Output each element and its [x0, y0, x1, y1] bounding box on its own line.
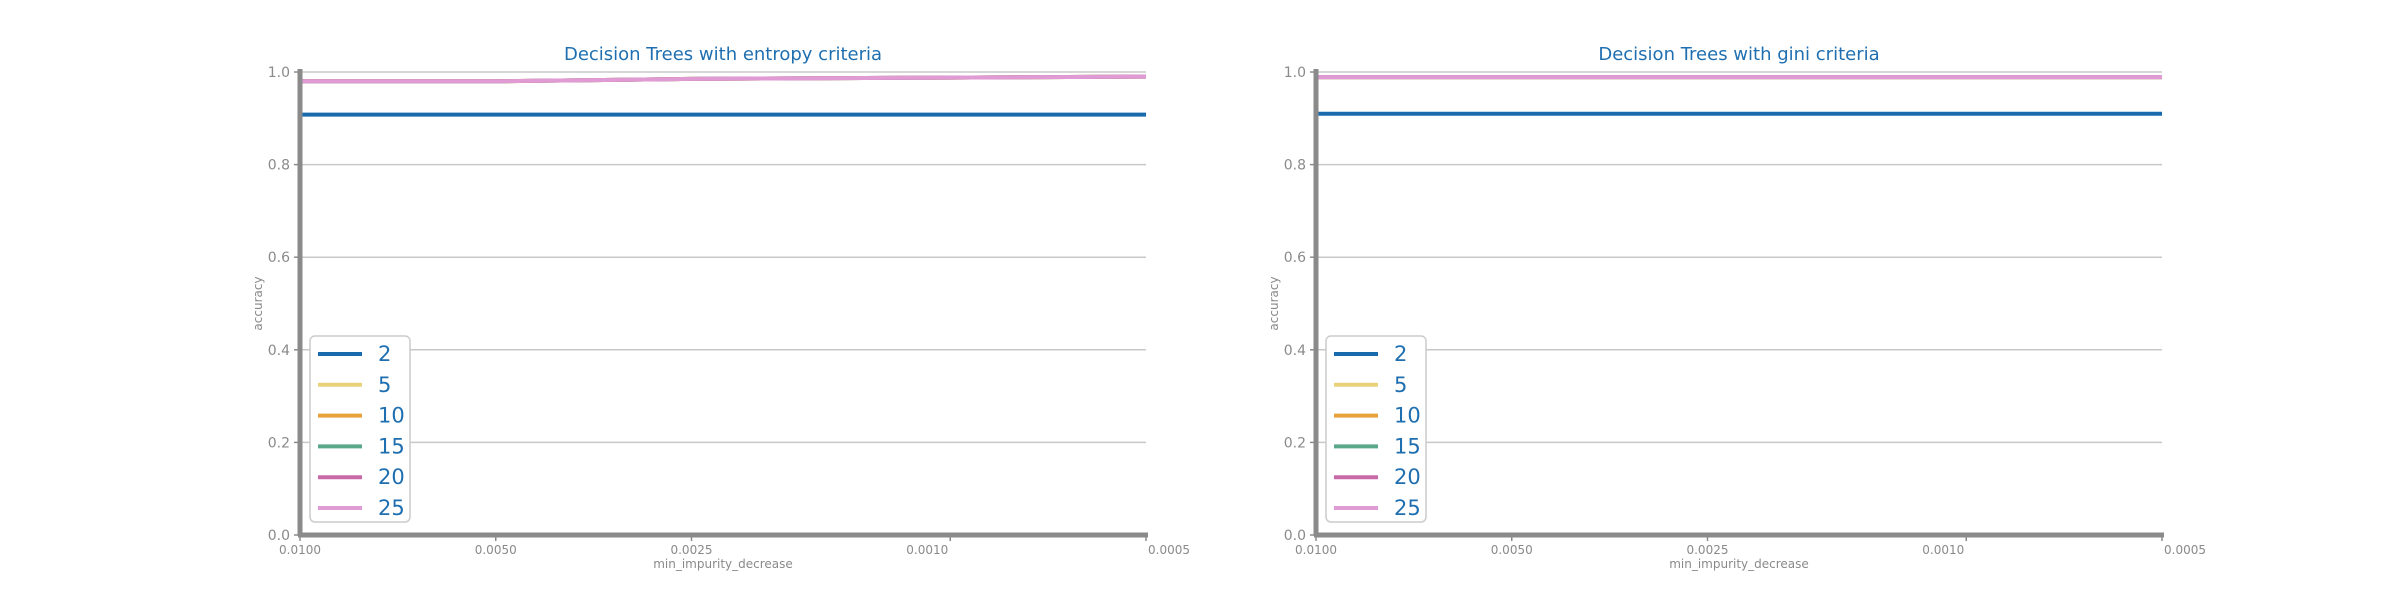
legend-box [1325, 335, 1427, 523]
chart-panel-1: Decision Trees with entropy criteria0.00… [251, 44, 1190, 571]
x-tick-label: 0.0100 [1295, 543, 1337, 557]
x-tick-label: 0.0100 [279, 543, 321, 557]
y-tick-label: 0.6 [268, 250, 290, 266]
y-tick-label: 0.8 [1284, 158, 1306, 174]
y-axis-label: accuracy [251, 276, 265, 330]
y-axis-label: accuracy [1267, 276, 1281, 330]
legend-box [309, 335, 411, 523]
y-tick-label: 0.4 [1284, 343, 1306, 359]
x-tick-label: 0.0005 [1148, 543, 1190, 557]
x-tick-label: 0.0050 [475, 543, 517, 557]
x-tick-label: 0.0025 [670, 543, 712, 557]
y-tick-label: 0.2 [1284, 435, 1306, 451]
chart-title: Decision Trees with entropy criteria [564, 44, 882, 65]
x-tick-label: 0.0025 [1686, 543, 1728, 557]
y-tick-label: 0.0 [268, 528, 290, 544]
legend-label-2: 2 [1394, 342, 1407, 366]
y-tick-label: 0.6 [1284, 250, 1306, 266]
legend-label-20: 20 [1394, 465, 1421, 489]
legend-label-5: 5 [378, 373, 391, 397]
y-tick-label: 0.8 [268, 158, 290, 174]
y-tick-label: 0.2 [268, 435, 290, 451]
legend-label-25: 25 [378, 496, 405, 520]
y-tick-label: 1.0 [268, 65, 290, 81]
x-tick-label: 0.0010 [906, 543, 948, 557]
x-tick-label: 0.0050 [1491, 543, 1533, 557]
legend-label-20: 20 [378, 465, 405, 489]
legend-label-10: 10 [378, 404, 405, 428]
legend-label-25: 25 [1394, 496, 1421, 520]
x-tick-label: 0.0005 [2164, 543, 2206, 557]
x-tick-label: 0.0010 [1922, 543, 1964, 557]
chart-panel-2: Decision Trees with gini criteria 0.0 0.2 0… [1267, 44, 2206, 571]
legend-label-5: 5 [1394, 373, 1407, 397]
y-tick-label: 1.0 [1284, 65, 1306, 81]
x-axis-label: min_impurity_decrease [1669, 557, 1809, 571]
legend-label-15: 15 [378, 434, 405, 458]
legend-label-15: 15 [1394, 434, 1421, 458]
legend-label-2: 2 [378, 342, 391, 366]
chart-title: Decision Trees with gini criteria [1598, 44, 1879, 65]
legend-label-10: 10 [1394, 404, 1421, 428]
y-tick-label: 0.4 [268, 343, 290, 359]
series-line-25 [300, 74, 1147, 84]
x-axis-label: min_impurity_decrease [653, 557, 793, 571]
y-tick-label: 0.0 [1284, 528, 1306, 544]
